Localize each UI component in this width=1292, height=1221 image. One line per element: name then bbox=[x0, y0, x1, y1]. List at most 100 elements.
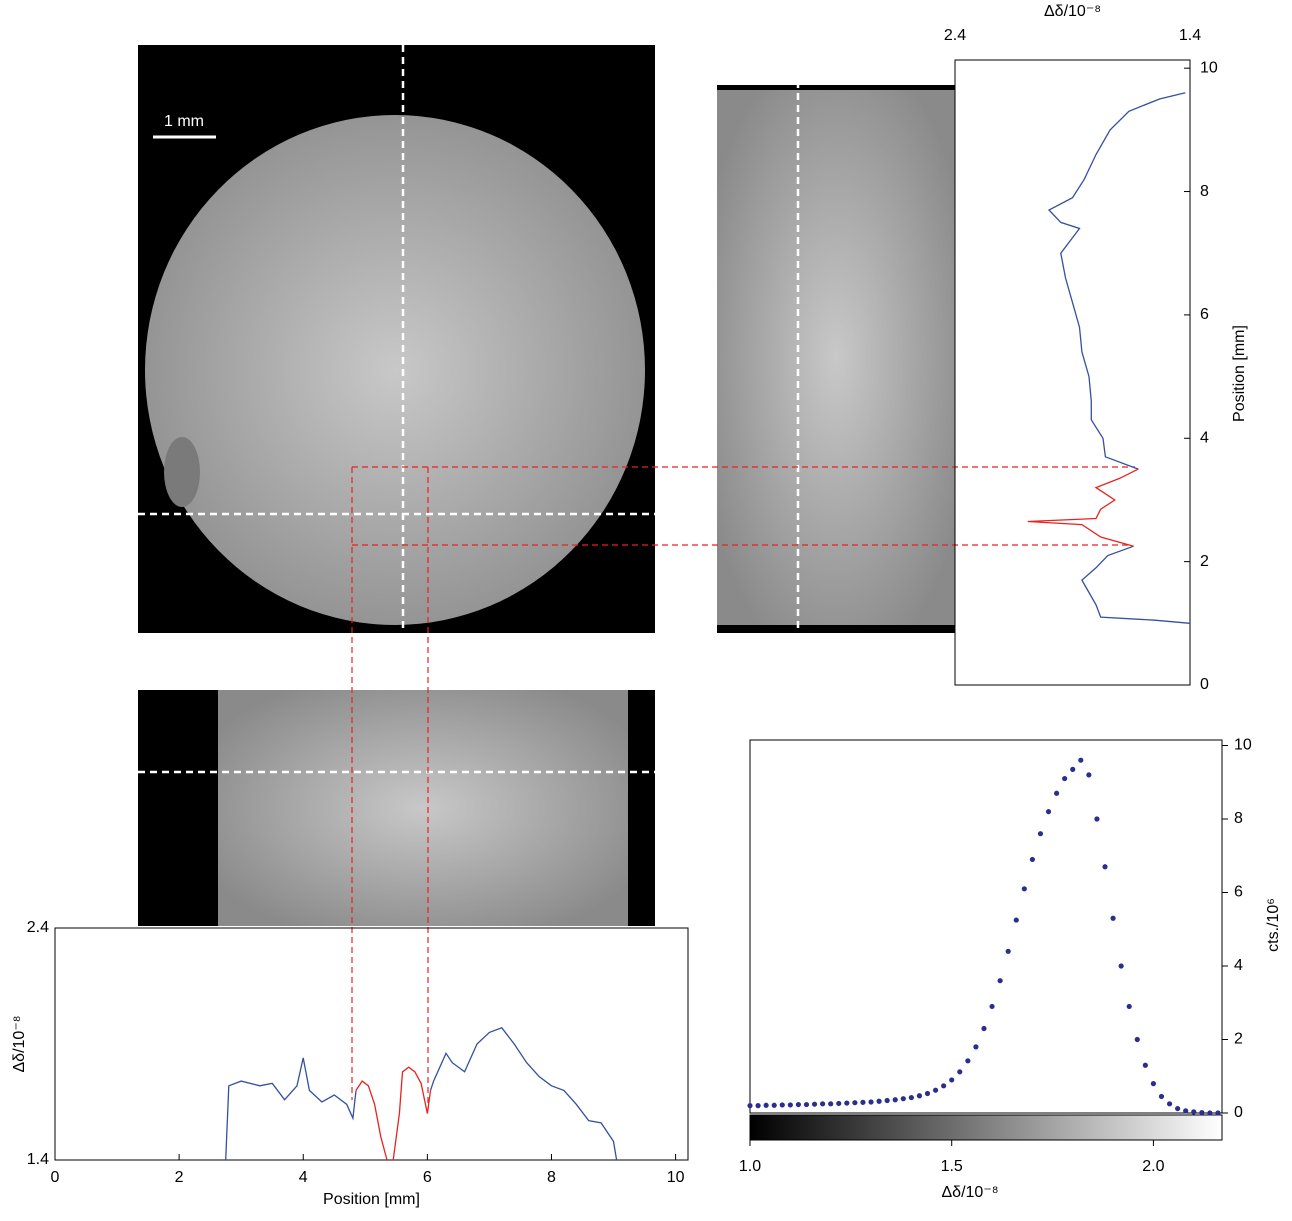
histogram-point bbox=[1078, 757, 1084, 763]
histogram-point bbox=[989, 1003, 995, 1010]
y-tick-label: 2.4 bbox=[27, 919, 49, 936]
histogram-point bbox=[844, 1100, 850, 1106]
histogram-point bbox=[1215, 1110, 1221, 1116]
histogram-point bbox=[916, 1093, 923, 1099]
histogram-point bbox=[1029, 856, 1035, 863]
histogram-point bbox=[836, 1100, 842, 1107]
y-tick-label: 8 bbox=[1234, 810, 1243, 827]
histogram-point bbox=[795, 1101, 802, 1108]
histogram-point bbox=[1045, 809, 1052, 815]
histogram-point bbox=[1118, 963, 1124, 969]
y-tick-label: 8 bbox=[1200, 183, 1209, 200]
histogram-point bbox=[1126, 1003, 1132, 1010]
y-tick-label: 10 bbox=[1234, 737, 1252, 754]
x-tick-label: 0 bbox=[51, 1169, 60, 1186]
y-axis-label: Position [mm] bbox=[1231, 325, 1248, 422]
histogram-point bbox=[1094, 816, 1100, 822]
histogram-point bbox=[747, 1103, 753, 1109]
histogram-point bbox=[1207, 1110, 1213, 1116]
y-tick-label: 4 bbox=[1234, 957, 1243, 974]
histogram-point bbox=[852, 1100, 858, 1106]
plot-frame bbox=[54, 927, 689, 1161]
histogram-point bbox=[981, 1025, 987, 1032]
x-tick-label: 8 bbox=[547, 1169, 556, 1186]
histogram-point bbox=[892, 1097, 898, 1103]
y-axis-label: cts./10⁶ bbox=[1265, 898, 1282, 952]
histogram-point bbox=[868, 1099, 874, 1105]
connector-lines bbox=[351, 466, 1135, 1110]
x-axis-label: Position [mm] bbox=[323, 1191, 420, 1208]
y-tick-label: 6 bbox=[1200, 306, 1209, 323]
histogram-point bbox=[973, 1044, 979, 1050]
profile-line bbox=[1047, 92, 1191, 624]
x-tick-label: 2 bbox=[175, 1169, 184, 1186]
image-coronal: 1 mm bbox=[138, 45, 655, 633]
histogram-point bbox=[787, 1102, 793, 1108]
y-tick-label: 2 bbox=[1200, 553, 1209, 570]
image-sagittal bbox=[717, 45, 955, 633]
histogram-point bbox=[1062, 775, 1068, 782]
histogram-point bbox=[771, 1102, 777, 1108]
histogram-point bbox=[1134, 1036, 1140, 1043]
y-tick-label: 0 bbox=[1234, 1104, 1243, 1121]
histogram-point bbox=[965, 1058, 971, 1064]
histogram-point bbox=[1142, 1062, 1148, 1068]
histogram-point bbox=[884, 1097, 890, 1104]
histogram-point bbox=[811, 1101, 818, 1107]
histogram-point bbox=[803, 1101, 810, 1108]
histogram-point bbox=[1005, 948, 1011, 954]
y-tick-label: 10 bbox=[1200, 59, 1218, 76]
x-tick-label: 1.0 bbox=[739, 1158, 761, 1175]
histogram-point bbox=[949, 1077, 955, 1083]
y-tick-label: 0 bbox=[1200, 676, 1209, 693]
histogram-point bbox=[941, 1083, 947, 1089]
profile-line bbox=[355, 1066, 432, 1161]
histogram-point bbox=[820, 1101, 826, 1107]
y-tick-label: 2 bbox=[1234, 1031, 1243, 1048]
histogram-point bbox=[932, 1087, 939, 1093]
histogram-point bbox=[763, 1102, 769, 1108]
x-axis-label: Δδ/10⁻⁸ bbox=[1044, 3, 1101, 20]
histogram-point bbox=[1037, 831, 1044, 837]
histogram-point bbox=[1110, 915, 1116, 921]
histogram-point bbox=[1183, 1108, 1189, 1114]
x-tick-label: 2.0 bbox=[1142, 1158, 1164, 1175]
histogram-point bbox=[1086, 772, 1092, 778]
x-tick-label: 1.4 bbox=[1179, 27, 1201, 44]
histogram-point bbox=[1158, 1093, 1165, 1100]
x-tick-label: 2.4 bbox=[944, 27, 966, 44]
histogram-point bbox=[755, 1103, 761, 1109]
histogram-point bbox=[1102, 864, 1108, 870]
x-tick-label: 10 bbox=[667, 1169, 685, 1186]
histogram-point bbox=[1070, 766, 1076, 772]
x-axis-label: Δδ/10⁻⁸ bbox=[941, 1184, 998, 1201]
histogram-point bbox=[876, 1098, 882, 1104]
histogram-point bbox=[1199, 1110, 1205, 1116]
y-tick-label: 1.4 bbox=[27, 1151, 49, 1168]
histogram-point bbox=[1166, 1101, 1173, 1107]
histogram-point bbox=[1013, 917, 1019, 923]
histogram-point bbox=[860, 1099, 866, 1105]
histogram-point bbox=[1053, 790, 1060, 796]
histogram-point bbox=[1175, 1105, 1181, 1112]
y-tick-label: 6 bbox=[1234, 884, 1243, 901]
profile-line bbox=[1027, 468, 1139, 547]
scale-bar-label: 1 mm bbox=[164, 113, 204, 130]
histogram-point bbox=[1191, 1109, 1197, 1115]
y-axis-label: Δδ/10⁻⁸ bbox=[11, 1015, 28, 1072]
histogram-point bbox=[908, 1094, 914, 1101]
histogram-point bbox=[828, 1101, 834, 1107]
plot-frame bbox=[954, 59, 1191, 686]
profile-line bbox=[225, 1027, 618, 1161]
histogram-point bbox=[1150, 1081, 1157, 1087]
histogram-point bbox=[779, 1102, 785, 1108]
image-axial bbox=[138, 690, 655, 926]
plot-frame bbox=[749, 739, 1223, 1114]
histogram-point bbox=[957, 1069, 963, 1075]
x-tick-label: 1.5 bbox=[941, 1158, 963, 1175]
x-tick-label: 4 bbox=[299, 1169, 308, 1186]
histogram-point bbox=[1021, 886, 1027, 892]
colorbar bbox=[749, 1114, 1223, 1141]
histogram-point bbox=[997, 978, 1003, 984]
